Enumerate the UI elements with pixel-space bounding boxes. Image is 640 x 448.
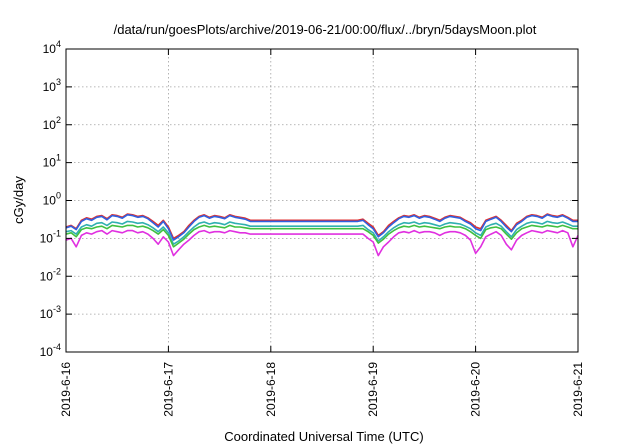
x-tick-label: 2019-6-17 [161,362,175,417]
y-tick-label: 101 [43,153,61,170]
grid [66,49,578,352]
x-tick-label: 2019-6-21 [571,362,585,417]
series-line-5 [65,229,579,257]
y-tick-label: 10-4 [40,342,61,359]
y-tick-label: 10-1 [40,228,61,245]
y-tick-label: 103 [43,77,61,94]
y-tick-label: 10-3 [40,304,61,321]
x-tick-labels: 2019-6-16 2019-6-17 2019-6-18 2019-6-19 2019… [59,362,585,417]
x-tick-label: 2019-6-19 [366,362,380,417]
series-line-1 [65,213,578,240]
series-line-2 [65,214,578,241]
ticks [65,48,579,353]
y-tick-labels: 10-4 10-3 10-2 10-1 100 101 102 103 104 [40,39,61,359]
x-tick-label: 2019-6-16 [59,362,73,417]
x-tick-label: 2019-6-20 [469,362,483,417]
y-axis-label: cGy/day [11,176,26,224]
y-tick-label: 10-2 [40,266,61,283]
series-line-3 [65,220,578,245]
series-group [65,213,579,257]
y-tick-label: 102 [43,115,61,132]
series-line-4 [65,224,578,248]
x-tick-label: 2019-6-18 [264,362,278,417]
y-tick-label: 104 [43,39,61,56]
x-axis-label: Coordinated Universal Time (UTC) [224,429,423,444]
chart-title: /data/run/goesPlots/archive/2019-06-21/0… [114,22,537,37]
y-tick-label: 100 [43,191,61,208]
